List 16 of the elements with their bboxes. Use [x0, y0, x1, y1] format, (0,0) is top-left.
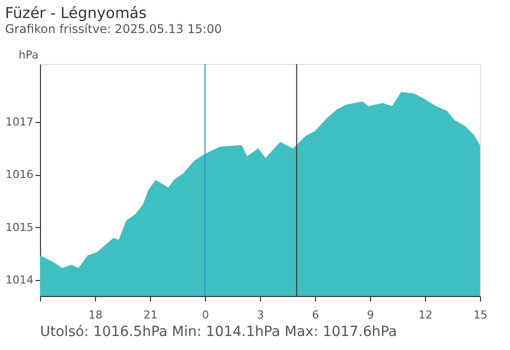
x-tick-label: 0 [202, 308, 209, 322]
x-tick-label: 15 [474, 308, 488, 322]
y-tick-label: 1017 [6, 116, 34, 128]
text: Utolsó: 1016.5hPa Min: 1014.1hPa Max: 1017.6hPa [40, 324, 397, 340]
y-tick-label: 1016 [6, 168, 34, 182]
x-tick-label: 12 [418, 308, 432, 322]
chart-title: Füzér - Légnyomás [5, 4, 147, 22]
x-tick-label: 18 [88, 308, 102, 322]
y-tick-label: 1015 [6, 220, 34, 234]
x-tick-label: 21 [144, 308, 158, 322]
y-axis-title: hPa [18, 48, 38, 62]
x-tick-label: 3 [257, 308, 264, 322]
chart-subtitle: Grafikon frissítve: 2025.05.13 15:00 [5, 22, 222, 36]
x-tick-label: 9 [367, 308, 374, 322]
y-tick-label: 1014 [6, 274, 34, 287]
x-tick-label: 6 [312, 308, 319, 322]
